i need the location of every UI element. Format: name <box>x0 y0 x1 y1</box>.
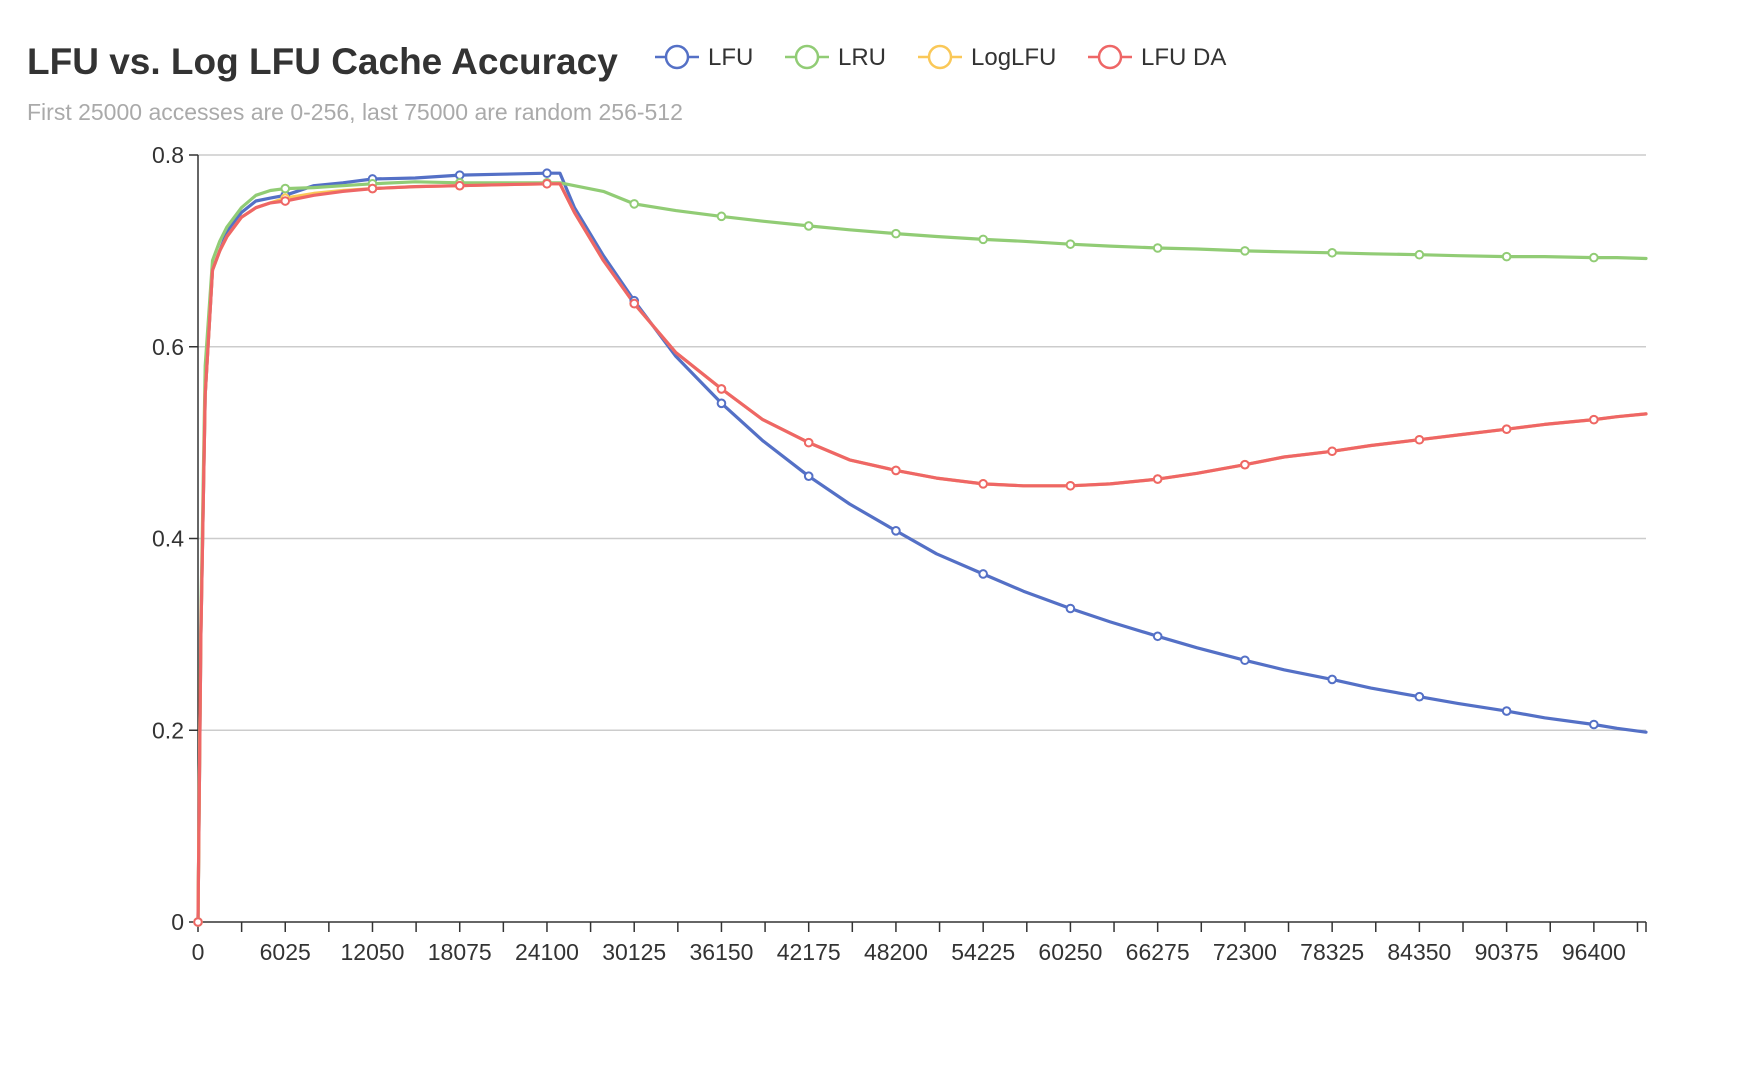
data-point-lfu <box>454 170 465 180</box>
x-tick-label: 42175 <box>777 939 841 965</box>
data-point-lru <box>629 199 640 209</box>
data-point-lfu-da <box>1589 414 1599 425</box>
legend-marker-icon <box>794 44 820 70</box>
data-point-lfu <box>1589 719 1599 730</box>
chart-title: LFU vs. Log LFU Cache Accuracy <box>27 41 618 82</box>
data-point-lru <box>1501 251 1512 262</box>
data-point-lfu-da <box>716 384 727 394</box>
data-point-lfu-da <box>280 196 291 206</box>
legend-label: LRU <box>838 44 886 71</box>
data-point-lfu-da <box>1414 434 1425 445</box>
chart-subtitle: First 25000 accesses are 0-256, last 750… <box>27 99 683 125</box>
data-point-lfu <box>542 168 552 179</box>
y-tick-label: 0 <box>171 909 184 935</box>
data-point-lru <box>1152 243 1163 253</box>
y-tick-label: 0.2 <box>152 717 184 743</box>
x-tick-label: 84350 <box>1387 939 1451 965</box>
x-tick-label: 0 <box>192 939 205 965</box>
data-point-lru <box>978 234 988 245</box>
data-point-lfu <box>1501 706 1512 716</box>
data-point-lfu <box>1327 674 1337 685</box>
data-point-lru <box>1327 247 1337 258</box>
x-tick-label: 96400 <box>1562 939 1626 965</box>
x-tick-label: 24100 <box>515 939 579 965</box>
data-point-lfu <box>1240 655 1250 666</box>
series-line-lru <box>196 180 1648 924</box>
x-tick-label: 48200 <box>864 939 928 965</box>
x-tick-label: 18075 <box>428 939 492 965</box>
legend[interactable]: LFU LRU LogLFU LFU DA <box>655 44 1226 71</box>
data-point-lfu-da <box>629 298 640 309</box>
data-point-lfu-da <box>1065 480 1076 491</box>
data-point-lfu <box>1065 603 1076 614</box>
x-tick-label: 36150 <box>689 939 753 965</box>
data-point-lru <box>803 221 814 231</box>
series-markers <box>193 168 1599 927</box>
x-tick-label: 66275 <box>1126 939 1190 965</box>
data-point-lfu-da <box>542 178 552 189</box>
data-point-lfu <box>1152 631 1163 642</box>
grid-lines <box>198 154 1646 731</box>
axes: 0 0.2 0.4 0.6 0.8 0 6025 12050 18075 24100 30125 36… <box>152 142 1647 965</box>
data-point-lfu-da <box>803 437 814 448</box>
x-tick-label: 90375 <box>1475 939 1539 965</box>
data-point-lru <box>1589 252 1599 263</box>
x-tick-label: 30125 <box>602 939 666 965</box>
x-tick-label: 54225 <box>951 939 1015 965</box>
series-lines <box>196 171 1648 924</box>
x-tick-label: 78325 <box>1300 939 1364 965</box>
data-point-lfu-da <box>1327 446 1337 457</box>
legend-item-lru[interactable]: LRU <box>785 44 886 71</box>
data-point-lfu-da <box>1152 474 1163 484</box>
data-point-lfu-da <box>1240 459 1250 470</box>
y-tick-label: 0.8 <box>152 142 184 168</box>
data-point-lfu <box>891 526 901 536</box>
x-tick-label: 12050 <box>340 939 404 965</box>
data-point-lru <box>1414 249 1425 260</box>
data-point-lfu-da <box>978 479 988 489</box>
series-line-loglfu <box>196 182 1648 924</box>
data-point-lru <box>280 183 291 194</box>
data-point-lfu-da <box>193 917 203 927</box>
data-point-lfu-da <box>367 183 378 194</box>
y-tick-label: 0.6 <box>152 334 184 360</box>
data-point-lru <box>891 228 901 239</box>
legend-marker-icon <box>664 44 690 70</box>
x-tick-label: 60250 <box>1038 939 1102 965</box>
series-line-lfu-da <box>196 182 1648 924</box>
x-tick-label: 72300 <box>1213 939 1277 965</box>
legend-item-lfu-da[interactable]: LFU DA <box>1088 44 1226 71</box>
y-tick-label: 0.4 <box>152 526 184 552</box>
legend-label: LFU <box>708 44 753 71</box>
data-point-lfu <box>1414 691 1425 702</box>
data-point-lfu <box>978 569 988 579</box>
data-point-lru <box>1065 239 1076 249</box>
series-line-lfu <box>196 171 1648 924</box>
data-point-lfu-da <box>1501 424 1512 435</box>
data-point-lfu <box>716 398 727 409</box>
data-point-lfu-da <box>454 180 465 191</box>
legend-marker-icon <box>1097 44 1123 70</box>
legend-item-lfu[interactable]: LFU <box>655 44 753 71</box>
legend-label: LogLFU <box>971 44 1056 71</box>
data-point-lru <box>1240 246 1250 256</box>
legend-item-loglfu[interactable]: LogLFU <box>918 44 1056 71</box>
data-point-lfu <box>803 471 814 481</box>
data-point-lfu-da <box>891 465 901 476</box>
x-tick-label: 6025 <box>260 939 311 965</box>
data-point-lru <box>716 211 727 222</box>
legend-label: LFU DA <box>1141 44 1226 71</box>
legend-marker-icon <box>927 44 953 70</box>
